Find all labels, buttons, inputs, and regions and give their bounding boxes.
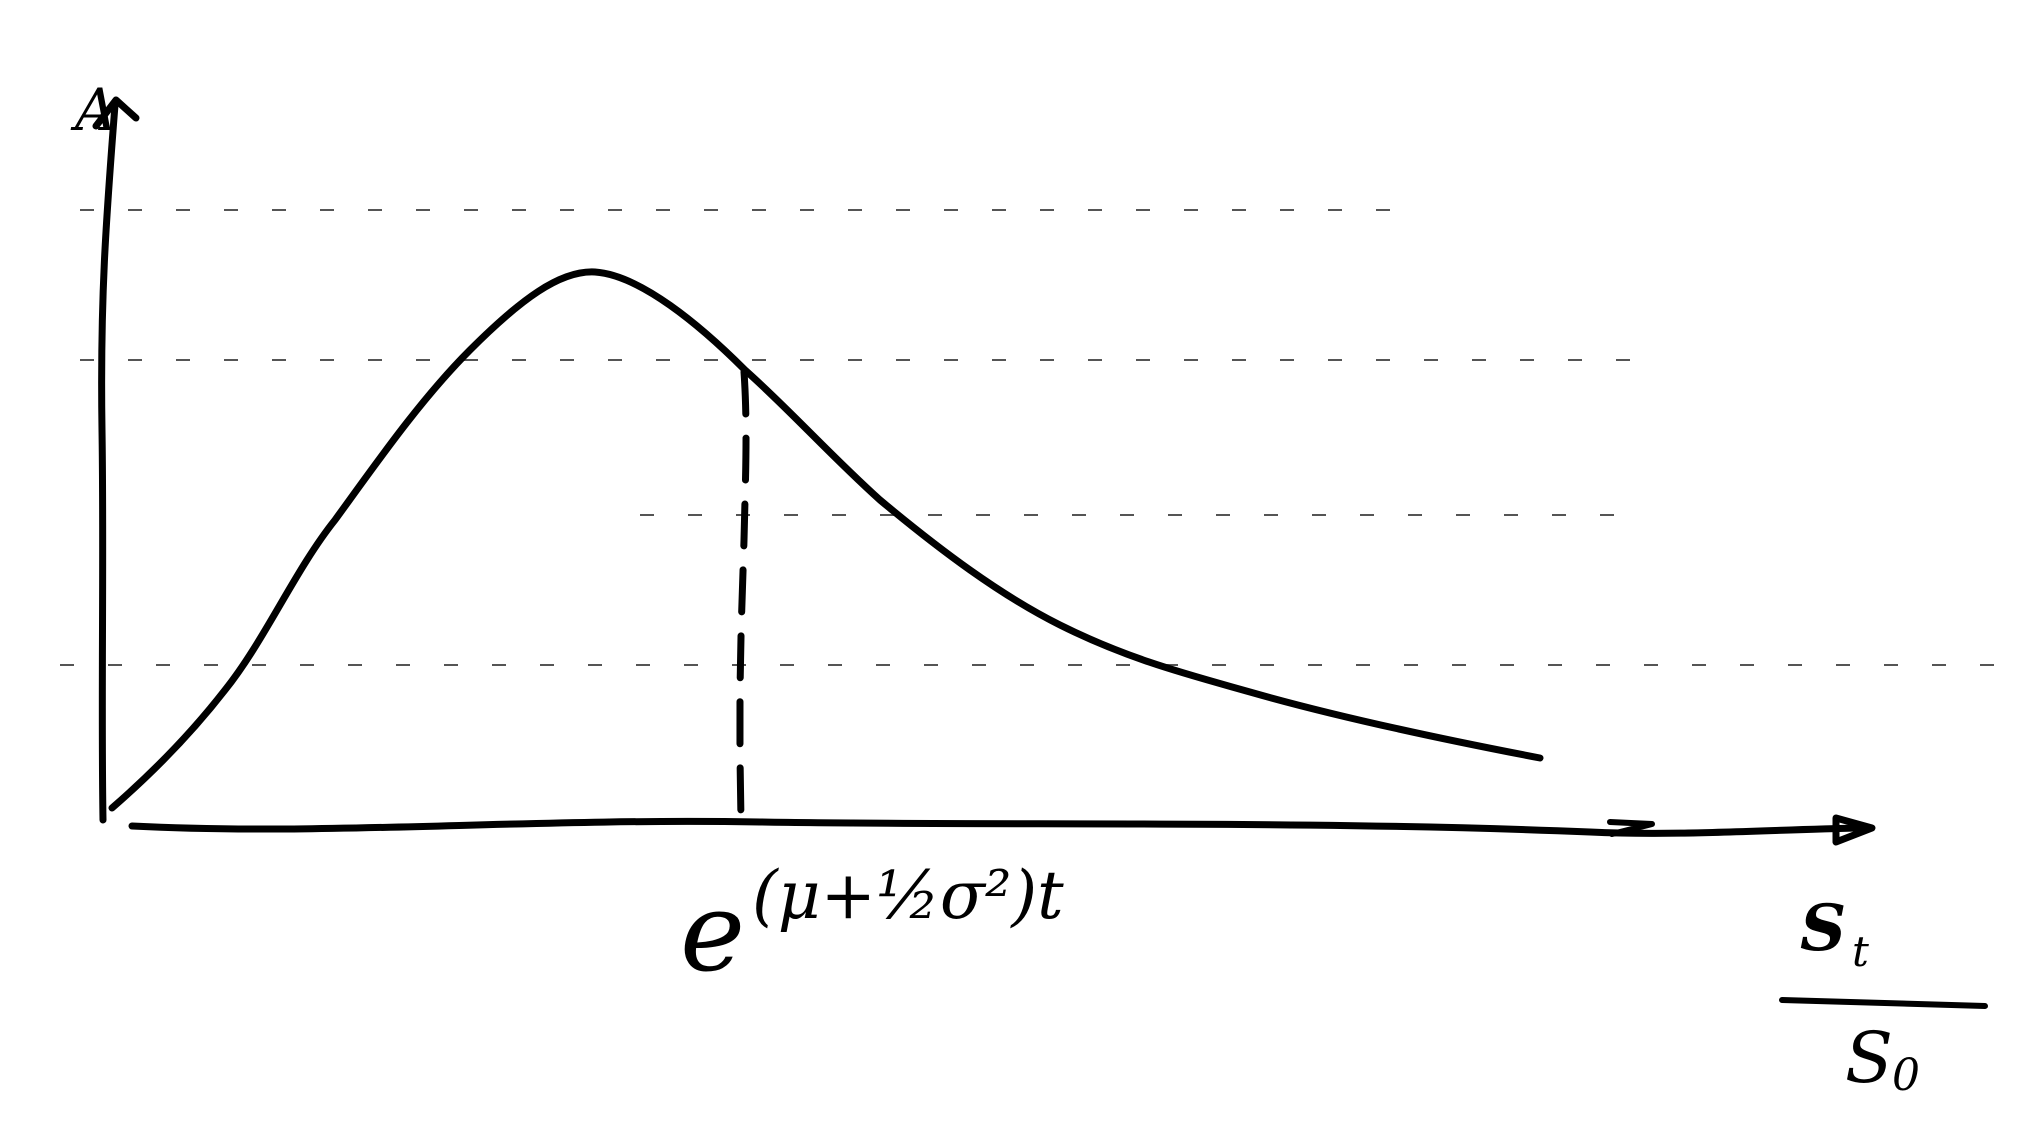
x-label-numerator-subscript: t (1852, 927, 1869, 976)
y-axis-label: A (70, 76, 117, 144)
x-axis-arrowhead (1832, 814, 1876, 846)
x-label-numerator: S (1800, 891, 1846, 966)
mean-marker-label: e (μ+½σ²)t (680, 857, 1064, 996)
fraction-bar (1779, 997, 1988, 1009)
mean-dashed-line (736, 368, 750, 822)
y-axis (92, 96, 140, 824)
y-axis-arrowhead (92, 96, 140, 130)
scan-artifact-lines (60, 209, 2020, 666)
mean-label-base: e (680, 868, 745, 996)
x-label-denominator-subscript: 0 (1892, 1050, 1920, 1101)
x-axis-tick-stroke (1607, 819, 1655, 837)
x-axis (128, 814, 1876, 846)
x-axis-label: S t S 0 (1779, 891, 1988, 1101)
mean-label-exponent: (μ+½σ²)t (752, 857, 1064, 934)
density-curve (108, 268, 1544, 812)
x-label-denominator: S (1845, 1017, 1893, 1099)
